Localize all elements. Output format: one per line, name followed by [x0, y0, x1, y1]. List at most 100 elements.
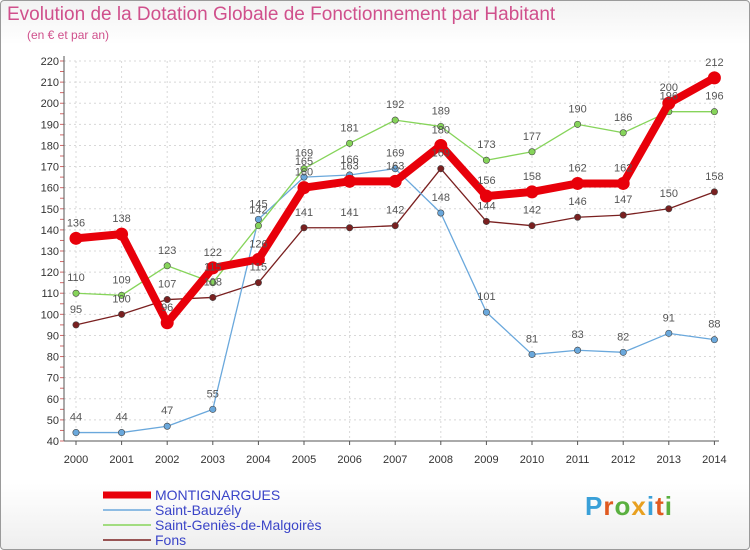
data-point [254, 222, 262, 230]
y-tick-label: 200 [41, 98, 59, 110]
data-point [209, 405, 217, 413]
data-label: 100 [112, 293, 130, 305]
logo-letter: P [585, 491, 604, 521]
data-label: 108 [204, 276, 222, 288]
y-tick-label: 110 [41, 288, 59, 300]
x-tick-label: 2014 [702, 454, 726, 466]
data-label: 196 [705, 91, 723, 103]
x-tick-label: 2006 [337, 454, 361, 466]
proxiti-logo: Proxiti [585, 491, 673, 522]
y-tick-label: 120 [41, 267, 59, 279]
data-label: 136 [67, 217, 85, 229]
y-tick-label: 60 [47, 394, 59, 406]
data-point [528, 148, 536, 156]
data-point [297, 181, 311, 195]
x-tick-label: 2010 [520, 454, 544, 466]
data-point [525, 185, 539, 199]
data-point [437, 209, 445, 217]
data-label: 173 [477, 139, 495, 151]
data-point [710, 336, 718, 344]
data-point [72, 321, 80, 329]
data-label: 147 [614, 194, 632, 206]
data-label: 83 [571, 329, 583, 341]
legend-label: Saint-Geniès-de-Malgoirès [155, 517, 322, 533]
data-label: 47 [161, 405, 173, 417]
data-point [662, 96, 676, 110]
data-label: 122 [204, 247, 222, 259]
logo-letter: i [646, 491, 656, 521]
grid-lines [64, 60, 719, 442]
data-point [434, 138, 448, 152]
data-point [482, 217, 490, 225]
data-label: 163 [386, 160, 404, 172]
data-point [482, 308, 490, 316]
data-point [72, 429, 80, 437]
data-point [163, 296, 171, 304]
data-label: 180 [432, 124, 450, 136]
x-tick-label: 2002 [155, 454, 179, 466]
data-label: 91 [663, 312, 675, 324]
x-tick-label: 2005 [292, 454, 316, 466]
data-label: 109 [112, 274, 130, 286]
data-label: 181 [340, 122, 358, 134]
data-label: 142 [523, 205, 541, 217]
logo-letter: x [631, 491, 647, 521]
y-tick-label: 220 [41, 56, 59, 68]
y-tick-label: 160 [41, 183, 59, 195]
data-label: 115 [250, 262, 268, 274]
data-label: 156 [477, 175, 495, 187]
data-label: 186 [614, 112, 632, 124]
data-label: 192 [386, 99, 404, 111]
data-label: 150 [660, 188, 678, 200]
y-tick-labels: 40 50 60 70 80 90 100 110 120 130 140 150 160 170 180 1… [41, 56, 59, 448]
data-label: 169 [386, 148, 404, 160]
data-point [206, 261, 220, 275]
data-label: 141 [340, 207, 358, 219]
data-point [163, 422, 171, 430]
x-tick-label: 2003 [201, 454, 225, 466]
data-label: 96 [161, 302, 173, 314]
data-point [710, 188, 718, 196]
x-tick-labels: 2000 2001 2002 2003 2004 2005 2006 2007 2008 2009… [64, 454, 727, 466]
x-tick-label: 2013 [657, 454, 681, 466]
x-tick-label: 2004 [246, 454, 270, 466]
data-point [437, 122, 445, 130]
data-point [118, 291, 126, 299]
data-point [665, 329, 673, 337]
data-label: 189 [432, 105, 450, 117]
data-point [300, 173, 308, 181]
data-label: 82 [617, 331, 629, 343]
data-point [163, 262, 171, 270]
data-label: 142 [249, 205, 267, 217]
data-point [479, 189, 493, 203]
legend-label: Fons [155, 532, 186, 548]
data-label: 123 [158, 245, 176, 257]
data-point [300, 224, 308, 232]
data-point [482, 156, 490, 164]
y-tick-label: 210 [41, 77, 59, 89]
legend-label: MONTIGNARGUES [155, 487, 280, 503]
data-label: 141 [295, 207, 313, 219]
y-tick-label: 50 [47, 415, 59, 427]
x-tick-label: 2007 [383, 454, 407, 466]
data-point [437, 165, 445, 173]
x-tick-label: 2000 [64, 454, 88, 466]
y-tick-label: 90 [47, 330, 59, 342]
y-tick-label: 170 [41, 162, 59, 174]
series-lines [69, 71, 721, 437]
data-point [619, 348, 627, 356]
data-label: 148 [432, 192, 450, 204]
y-tick-label: 140 [41, 225, 59, 237]
data-label: 212 [705, 57, 723, 69]
data-label: 169 [432, 148, 450, 160]
axes [60, 56, 719, 445]
data-label: 166 [340, 154, 358, 166]
data-label: 158 [523, 171, 541, 183]
x-tick-label: 2009 [474, 454, 498, 466]
data-point [707, 71, 721, 85]
data-point [391, 165, 399, 173]
data-point [619, 211, 627, 219]
data-point [391, 116, 399, 124]
data-label: 101 [477, 291, 495, 303]
data-point [665, 205, 673, 213]
